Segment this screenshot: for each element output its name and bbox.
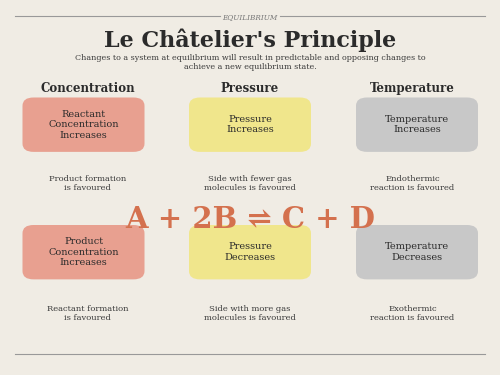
Text: Temperature
Decreases: Temperature Decreases <box>385 243 449 262</box>
FancyBboxPatch shape <box>356 98 478 152</box>
Text: Reactant formation
is favoured: Reactant formation is favoured <box>47 304 128 322</box>
Text: Pressure
Increases: Pressure Increases <box>226 115 274 134</box>
FancyBboxPatch shape <box>356 225 478 279</box>
Text: A + 2B ⇌ C + D: A + 2B ⇌ C + D <box>125 205 375 234</box>
Text: Side with more gas
molecules is favoured: Side with more gas molecules is favoured <box>204 304 296 322</box>
Text: Exothermic
reaction is favoured: Exothermic reaction is favoured <box>370 304 454 322</box>
FancyBboxPatch shape <box>22 98 144 152</box>
Text: Changes to a system at equilibrium will result in predictable and opposing chang: Changes to a system at equilibrium will … <box>74 54 426 62</box>
Text: Product
Concentration
Increases: Product Concentration Increases <box>48 237 119 267</box>
Text: Le Châtelier's Principle: Le Châtelier's Principle <box>104 28 396 52</box>
Text: Side with fewer gas
molecules is favoured: Side with fewer gas molecules is favoure… <box>204 175 296 192</box>
Text: Temperature: Temperature <box>370 82 455 94</box>
Text: Concentration: Concentration <box>40 82 135 94</box>
Text: Pressure
Decreases: Pressure Decreases <box>224 243 276 262</box>
Text: Product formation
is favoured: Product formation is favoured <box>49 175 126 192</box>
Text: Pressure: Pressure <box>221 82 279 94</box>
Text: Temperature
Increases: Temperature Increases <box>385 115 449 134</box>
Text: Reactant
Concentration
Increases: Reactant Concentration Increases <box>48 110 119 140</box>
Text: Endothermic
reaction is favoured: Endothermic reaction is favoured <box>370 175 454 192</box>
FancyBboxPatch shape <box>22 225 144 279</box>
Text: achieve a new equilibrium state.: achieve a new equilibrium state. <box>184 63 316 71</box>
FancyBboxPatch shape <box>189 98 311 152</box>
Text: EQUILIBRIUM: EQUILIBRIUM <box>222 13 278 21</box>
FancyBboxPatch shape <box>189 225 311 279</box>
